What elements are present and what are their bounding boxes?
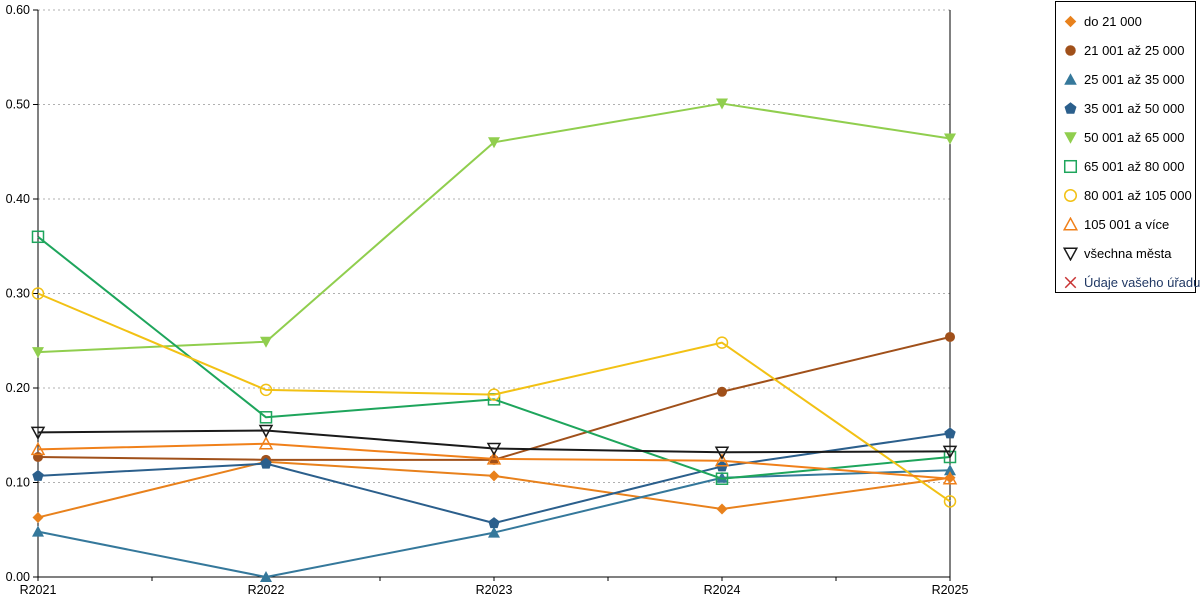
- y-tick-label: 0.40: [6, 192, 30, 206]
- data-point: [488, 526, 500, 538]
- x-legend-icon: [1064, 276, 1077, 289]
- data-point: [716, 503, 728, 515]
- data-point: [716, 98, 728, 110]
- data-point: [258, 424, 274, 439]
- circle-open-legend-icon: [1063, 188, 1078, 203]
- data-point: [31, 230, 45, 244]
- legend-item-label: 80 001 až 105 000: [1084, 188, 1192, 203]
- legend-item-label: 25 001 až 35 000: [1084, 72, 1185, 87]
- data-point: [32, 347, 44, 359]
- x-tick-label: R2024: [704, 583, 741, 597]
- legend-item-9: všechna města: [1056, 239, 1195, 268]
- data-point: [714, 446, 730, 460]
- data-point: [488, 137, 500, 149]
- triangle-up-open-legend-icon: [1063, 217, 1078, 231]
- y-tick-label: 0.50: [6, 98, 30, 112]
- data-point: [488, 470, 500, 482]
- data-point: [944, 133, 956, 145]
- y-tick-label: 0.60: [6, 3, 30, 17]
- legend-item-label: do 21 000: [1084, 14, 1142, 29]
- data-point: [259, 383, 273, 397]
- legend-item-label: 21 001 až 25 000: [1084, 43, 1185, 58]
- x-tick-label: R2021: [20, 583, 57, 597]
- legend-item-7: 80 001 až 105 000: [1056, 181, 1195, 210]
- y-tick-label: 0.30: [6, 287, 30, 301]
- x-tick-label: R2023: [476, 583, 513, 597]
- legend-item-1: do 21 000: [1056, 7, 1195, 36]
- x-tick-label: R2022: [248, 583, 285, 597]
- gridlines: [38, 9, 950, 483]
- series-8: [30, 436, 958, 485]
- legend-item-label: Údaje vašeho úřadu: [1084, 275, 1200, 290]
- legend-item-label: 65 001 až 80 000: [1084, 159, 1185, 174]
- circle-legend-icon: [1065, 45, 1076, 56]
- y-tick-label: 0.10: [6, 476, 30, 490]
- legend-item-label: 105 001 a více: [1084, 217, 1170, 232]
- data-point: [32, 469, 44, 481]
- data-point: [30, 441, 46, 456]
- y-axis-labels: 0.00 0.10 0.20 0.30 0.40 0.50 0.60: [6, 3, 38, 584]
- data-point: [942, 445, 958, 459]
- data-point: [33, 451, 43, 462]
- triangle-up-legend-icon: [1064, 73, 1077, 85]
- triangle-down-legend-icon: [1064, 132, 1077, 144]
- data-point: [31, 287, 45, 300]
- legend-item-8: 105 001 a více: [1056, 210, 1195, 239]
- data-point: [260, 457, 272, 469]
- legend-item-4: 35 001 až 50 000: [1056, 94, 1195, 123]
- data-point: [488, 517, 500, 529]
- series-5: [32, 98, 956, 359]
- data-point: [716, 471, 728, 483]
- x-tick-label: R2025: [932, 583, 969, 597]
- data-point: [715, 336, 729, 349]
- data-point: [945, 331, 955, 342]
- series-9: [30, 424, 958, 460]
- data-point: [942, 471, 958, 485]
- legend-item-label: 35 001 až 50 000: [1084, 101, 1185, 116]
- data-point: [486, 451, 502, 465]
- legend-item-label: 50 001 až 65 000: [1084, 130, 1185, 145]
- series-4: [32, 427, 956, 529]
- y-tick-label: 0.00: [6, 570, 30, 584]
- y-tick-label: 0.20: [6, 381, 30, 395]
- x-axis-labels: R2021 R2022 R2023 R2024 R2025: [20, 577, 969, 597]
- data-point: [944, 427, 956, 439]
- legend-item-10: Údaje vašeho úřadu: [1056, 268, 1200, 297]
- data-point: [486, 442, 502, 457]
- data-point: [715, 472, 729, 485]
- legend-item-5: 50 001 až 65 000: [1056, 123, 1195, 152]
- data-point: [32, 525, 44, 537]
- legend-item-label: všechna města: [1084, 246, 1172, 261]
- series-1: [32, 456, 956, 523]
- data-point: [259, 411, 273, 424]
- triangle-down-open-legend-icon: [1063, 247, 1078, 261]
- series-7: [31, 287, 957, 508]
- legend-item-6: 65 001 až 80 000: [1056, 152, 1195, 181]
- data-point: [487, 388, 501, 401]
- chart-legend: do 21 000 21 001 až 25 000 25 001 až 35 00…: [1055, 1, 1200, 293]
- series-3: [32, 464, 956, 582]
- data-point: [714, 453, 730, 467]
- legend-item-3: 25 001 až 35 000: [1056, 65, 1195, 94]
- diamond-legend-icon: [1064, 15, 1077, 28]
- data-point: [30, 426, 46, 440]
- legend-item-2: 21 001 až 25 000: [1056, 36, 1195, 65]
- data-point: [258, 436, 274, 450]
- data-point: [717, 386, 727, 397]
- data-point: [260, 571, 272, 582]
- pentagon-legend-icon: [1064, 102, 1077, 114]
- data-point: [944, 464, 956, 476]
- data-point: [32, 511, 44, 523]
- data-point: [943, 495, 957, 508]
- data-point: [260, 336, 272, 348]
- square-open-legend-icon: [1063, 159, 1078, 174]
